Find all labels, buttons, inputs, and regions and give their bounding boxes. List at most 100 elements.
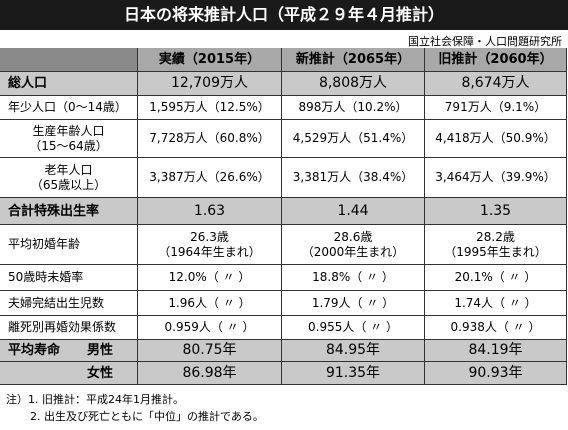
cell-text: 1.79人（ 〃 ） [311,295,395,310]
cell-text: 3,387万人（26.6%） [149,170,270,184]
cell-text: 12.0%（ 〃 ） [168,270,251,284]
data-cell: 0.938人（ 〃 ） [425,316,567,340]
note: 注）1. 旧推計：平成24年1月推計。 [6,393,184,406]
data-cell: 28.2歳 （1995年生まれ） [425,225,567,265]
data-cell: 1.63 [138,198,282,225]
row-label: 年少人口（0〜14歳） [0,96,138,120]
label-text: 年少人口（0〜14歳） [8,100,127,114]
data-cell: 1.44 [282,198,425,225]
data-cell: 20.1%（ 〃 ） [425,265,567,291]
row-label: 夫婦完結出生児数 [0,291,138,316]
label-text: 生産年齢人口 [32,123,105,138]
label-text: （65歳以上） [30,177,107,192]
data-cell: 91.35年 [282,362,425,385]
cell-text: 7,728万人（60.8%） [149,131,270,145]
label-text: 離死別再婚効果係数 [8,320,117,334]
header-cell: 旧推計（2060年） [425,48,567,72]
data-cell: 26.3歳 （1964年生まれ） [138,225,282,265]
label-text: 夫婦完結出生児数 [8,295,105,310]
cell-text: 84.19年 [468,342,523,358]
label-text: 合計特殊出生率 [8,203,100,219]
cell-text: 898万人（10.2%） [298,100,408,114]
cell-text: 0.955人（ 〃 ） [308,320,398,334]
label-text: 平均寿命 [8,343,61,358]
data-cell: 3,464万人（39.9%） [425,158,567,198]
data-cell: 8,808万人 [282,72,425,96]
data-cell: 791万人（9.1%） [425,96,567,120]
header-cell: 実績（2015年） [138,48,282,72]
data-cell: 86.98年 [138,362,282,385]
row-label: 総人口 [0,72,138,96]
row-label: 50歳時未婚率 [0,265,138,291]
source: 国立社会保障・人口問題研究所 [408,35,562,48]
data-cell: 90.93年 [425,362,567,385]
cell-text: （2000年生まれ） [301,244,405,259]
cell-text: 1,595万人（12.5%） [149,100,270,114]
label-text: 総人口 [8,76,48,91]
label-text: 男性 [86,343,113,358]
data-cell: 84.19年 [425,340,567,362]
cell-text: 791万人（9.1%） [444,100,547,114]
cell-text: 0.938人（ 〃 ） [450,320,541,334]
data-cell: 84.95年 [282,340,425,362]
data-cell: 8,674万人 [425,72,567,96]
cell-text: 18.8%（ 〃 ） [312,270,394,284]
cell-text: 12,709万人 [171,75,248,91]
row-label: 平均初婚年齢 [0,225,138,265]
row-label: 平均寿命 男性 [0,340,138,362]
header-cell: 新推計（2065年） [282,48,425,72]
header-text: 新推計（2065年） [295,52,411,67]
row-label: 離死別再婚効果係数 [0,316,138,340]
data-cell: 3,387万人（26.6%） [138,158,282,198]
data-cell: 1.96人（ 〃 ） [138,291,282,316]
cell-text: 1.44 [337,202,369,219]
cell-text: 26.3歳 [190,229,229,244]
data-cell: 3,381万人（38.4%） [282,158,425,198]
data-cell: 80.75年 [138,340,282,362]
cell-text: 1.63 [193,202,226,219]
cell-text: 20.1%（ 〃 ） [454,270,537,284]
cell-text: 91.35年 [325,364,381,381]
cell-text: 8,674万人 [461,75,530,91]
data-cell: 4,418万人（50.9%） [425,120,567,158]
label-text: 平均初婚年齢 [8,237,81,251]
cell-text: 80.75年 [182,342,237,358]
data-cell: 1.79人（ 〃 ） [282,291,425,316]
header-text: 旧推計（2060年） [438,52,553,67]
row-label: 生産年齢人口 （15〜64歳） [0,120,138,158]
cell-text: 1.35 [479,202,512,219]
row-label: 老年人口 （65歳以上） [0,158,138,198]
data-cell: 0.959人（ 〃 ） [138,316,282,340]
label-text: 女性 [86,365,113,381]
data-cell: 28.6歳 （2000年生まれ） [282,225,425,265]
label-text: 50歳時未婚率 [8,270,84,284]
data-cell: 12.0%（ 〃 ） [138,265,282,291]
header-cell [0,48,138,72]
row-label: 女性 [0,362,138,385]
cell-text: 86.98年 [182,364,237,381]
data-cell: 1.35 [425,198,567,225]
cell-text: 3,464万人（39.9%） [435,170,556,184]
note: 2. 出生及び死亡ともに「中位」の推計である。 [30,410,264,423]
cell-text: 90.93年 [468,364,523,381]
cell-text: （1964年生まれ） [158,244,261,259]
cell-text: （1995年生まれ） [444,244,547,259]
cell-text: 0.959人（ 〃 ） [164,320,255,334]
data-cell: 7,728万人（60.8%） [138,120,282,158]
cell-text: 4,529万人（51.4%） [292,131,414,145]
cell-text: 1.96人（ 〃 ） [168,295,251,310]
cell-text: 28.6歳 [333,229,373,244]
header-text: 実績（2015年） [158,52,261,67]
label-text: 老年人口 [44,162,93,177]
data-cell: 0.955人（ 〃 ） [282,316,425,340]
row-label: 合計特殊出生率 [0,198,138,225]
data-cell: 4,529万人（51.4%） [282,120,425,158]
data-cell: 12,709万人 [138,72,282,96]
title: 日本の将来推計人口（平成２９年４月推計） [0,0,568,30]
cell-text: 3,381万人（38.4%） [292,170,414,184]
data-cell: 1.74人（ 〃 ） [425,291,567,316]
cell-text: 1.74人（ 〃 ） [454,295,537,310]
data-cell: 18.8%（ 〃 ） [282,265,425,291]
cell-text: 8,808万人 [318,75,388,91]
